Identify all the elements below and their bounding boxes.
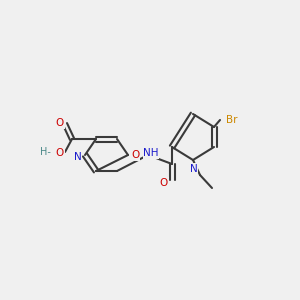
Text: N: N (74, 152, 82, 162)
Text: O: O (160, 178, 168, 188)
Text: Br: Br (226, 115, 238, 125)
Text: O: O (131, 150, 139, 160)
Text: O: O (56, 148, 64, 158)
Text: H-: H- (40, 147, 51, 157)
Text: NH: NH (143, 148, 159, 158)
Text: N: N (190, 164, 198, 174)
Text: O: O (56, 118, 64, 128)
